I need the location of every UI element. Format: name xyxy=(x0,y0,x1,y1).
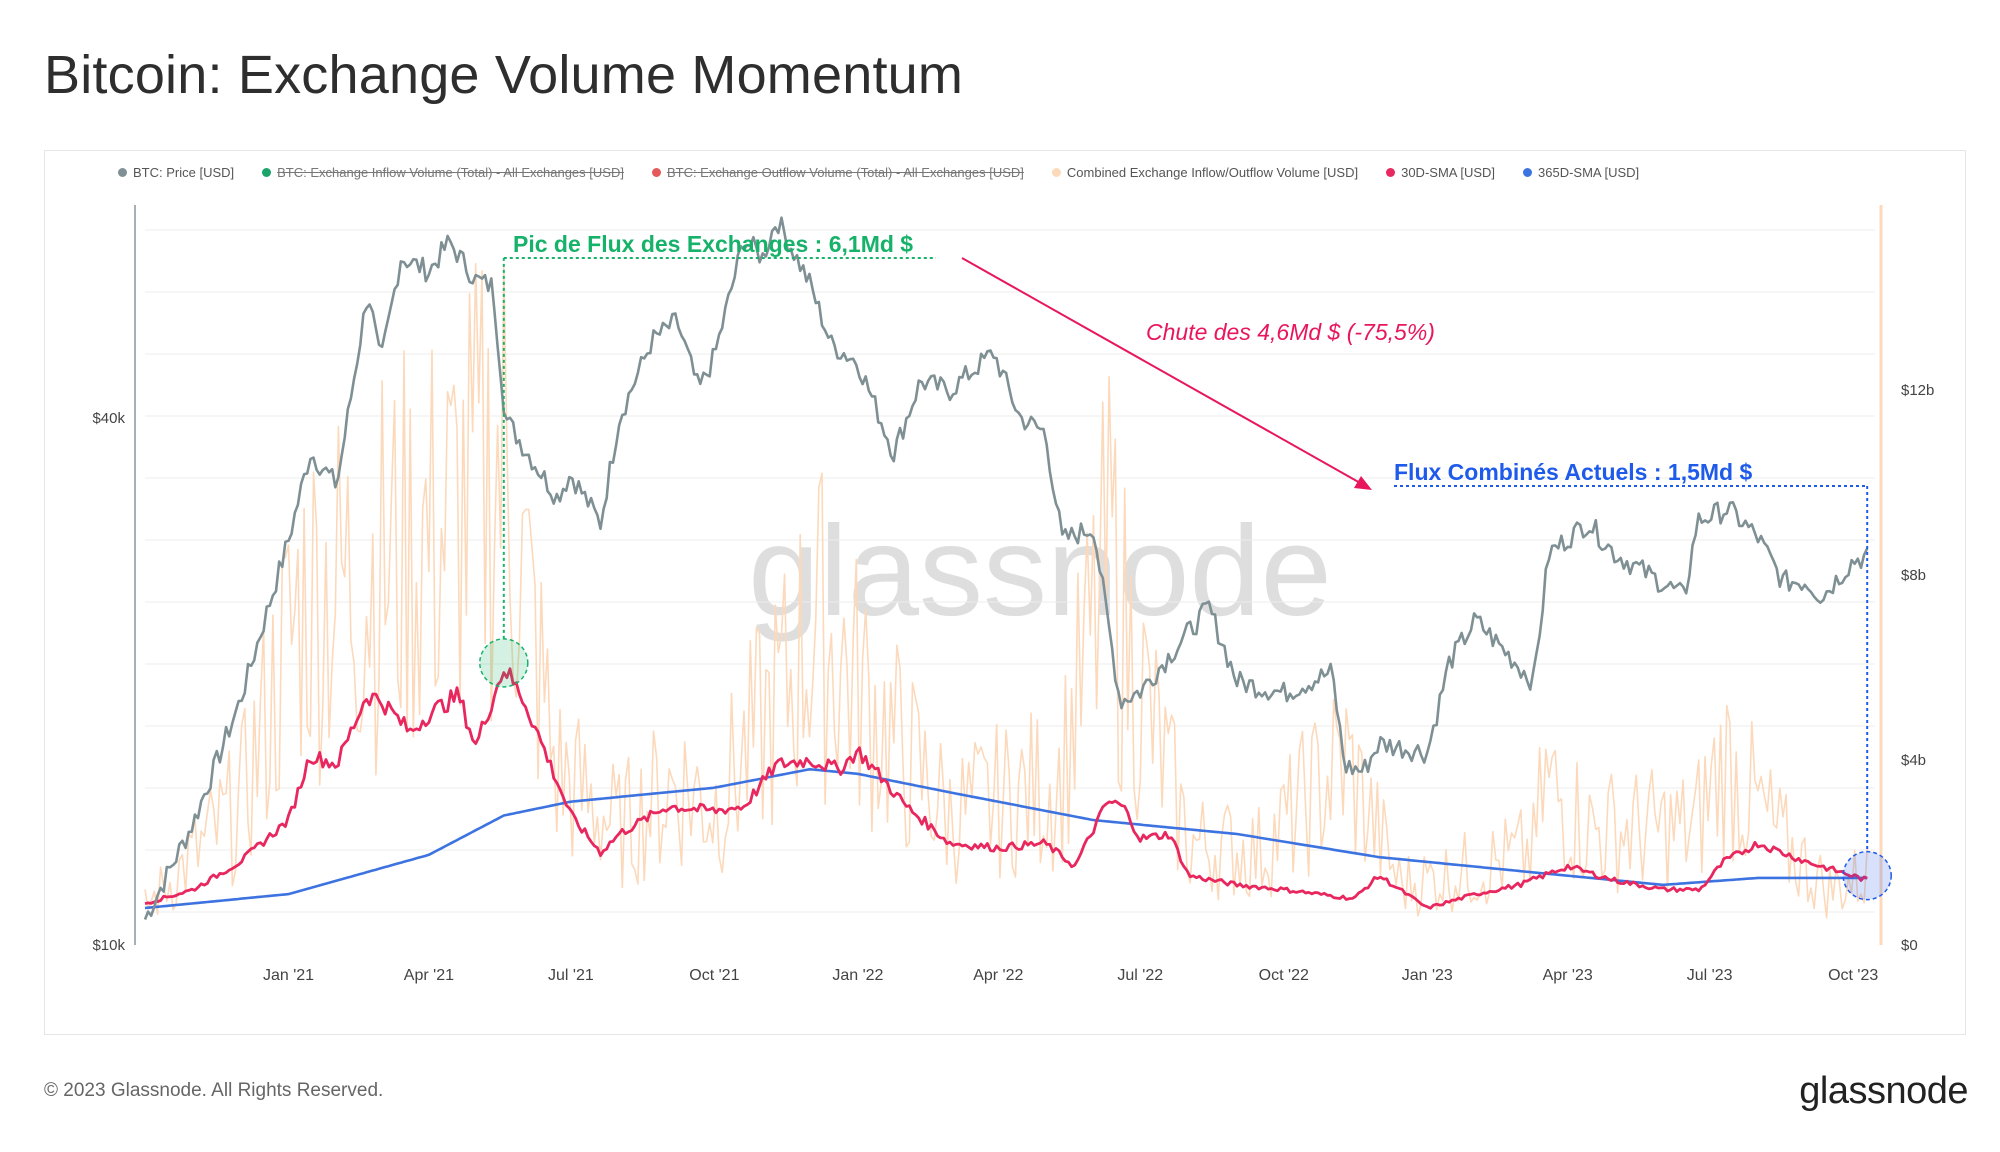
chart-panel xyxy=(44,150,1966,1035)
legend-dot-icon xyxy=(1386,167,1396,177)
x-tick-label: Apr '22 xyxy=(973,967,1023,984)
legend-label: Combined Exchange Inflow/Outflow Volume … xyxy=(1066,164,1359,180)
x-tick-label: Jan '22 xyxy=(832,967,883,984)
x-tick-label: Jan '21 xyxy=(263,967,314,984)
drop-arrow-head-icon xyxy=(1354,476,1372,490)
drop-annotation-label: Chute des 4,6Md $ (-75,5%) xyxy=(1146,319,1435,345)
legend-item[interactable]: BTC: Exchange Inflow Volume (Total) - Al… xyxy=(262,165,624,180)
x-tick-label: Oct '21 xyxy=(689,967,739,984)
x-tick-label: Oct '22 xyxy=(1259,967,1309,984)
x-tick-label: Apr '23 xyxy=(1543,967,1593,984)
legend-dot-icon xyxy=(1523,167,1533,177)
x-tick-label: Apr '21 xyxy=(404,967,454,984)
y-right-tick-label: $0 xyxy=(1901,937,1918,954)
x-tick-label: Jul '23 xyxy=(1687,967,1733,984)
legend-item[interactable]: Combined Exchange Inflow/Outflow Volume … xyxy=(1051,164,1359,180)
legend-label: BTC: Price [USD] xyxy=(133,164,235,180)
x-tick-label: Jul '22 xyxy=(1117,967,1163,984)
drop-arrow-line xyxy=(961,257,1363,485)
legend-item[interactable]: 30D-SMA [USD] xyxy=(1386,165,1495,180)
current-highlight-circle xyxy=(1842,850,1892,901)
copyright-footer: © 2023 Glassnode. All Rights Reserved. xyxy=(44,1080,384,1101)
y-right-tick-label: $8b xyxy=(1901,567,1926,584)
x-tick-label: Jul '21 xyxy=(548,967,594,984)
peak-highlight-circle xyxy=(479,638,529,688)
series-line-price xyxy=(143,216,1869,920)
series-line-sma30 xyxy=(144,667,1868,910)
legend-label: BTC: Exchange Outflow Volume (Total) - A… xyxy=(666,164,1024,180)
legend-label: 365D-SMA [USD] xyxy=(1538,164,1640,180)
legend-dot-icon xyxy=(262,167,272,177)
x-tick-label: Jan '23 xyxy=(1402,967,1453,984)
brand-logo: glassnode xyxy=(1799,1070,1968,1112)
series-line-combined-volume xyxy=(144,262,1868,919)
chart-legend: BTC: Price [USD] BTC: Exchange Inflow Vol… xyxy=(118,162,1639,182)
page-title: Bitcoin: Exchange Volume Momentum xyxy=(44,45,964,105)
legend-label: 30D-SMA [USD] xyxy=(1401,164,1496,180)
peak-annotation-label: Pic de Flux des Exchanges : 6,1Md $ xyxy=(513,231,913,257)
legend-dot-icon xyxy=(651,167,661,177)
series-line-sma365 xyxy=(144,768,1868,910)
y-left-tick-label: $10k xyxy=(92,937,125,954)
legend-item[interactable]: BTC: Price [USD] xyxy=(118,165,234,180)
y-right-tick-label: $4b xyxy=(1901,752,1926,769)
legend-item[interactable]: 365D-SMA [USD] xyxy=(1523,165,1639,180)
legend-dot-icon xyxy=(118,167,127,177)
legend-item[interactable]: BTC: Exchange Outflow Volume (Total) - A… xyxy=(651,164,1024,180)
watermark: glassnode xyxy=(748,500,1332,643)
legend-label: BTC: Exchange Inflow Volume (Total) - Al… xyxy=(277,164,624,180)
x-tick-label: Oct '23 xyxy=(1828,967,1878,984)
legend-dot-icon xyxy=(1051,167,1061,177)
y-left-tick-label: $40k xyxy=(92,410,125,427)
current-annotation-label: Flux Combinés Actuels : 1,5Md $ xyxy=(1394,459,1752,485)
y-right-tick-label: $12b xyxy=(1901,382,1934,399)
